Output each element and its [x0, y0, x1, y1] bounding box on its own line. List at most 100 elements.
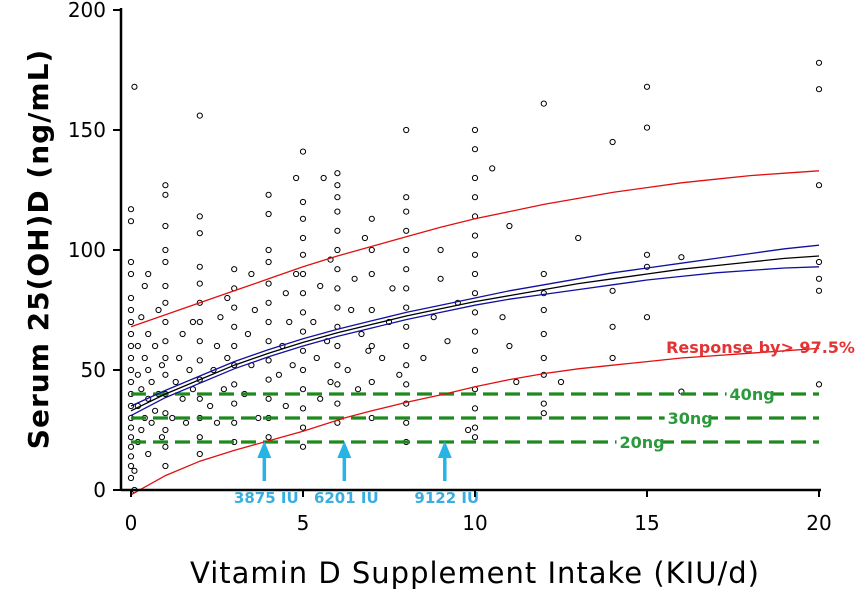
data-point	[609, 287, 616, 294]
data-point	[265, 357, 272, 364]
data-point	[471, 309, 479, 316]
data-point	[334, 285, 341, 292]
data-point	[334, 381, 341, 388]
data-point	[196, 112, 203, 119]
data-point	[471, 347, 479, 354]
data-point	[138, 426, 145, 434]
data-point	[141, 354, 148, 362]
data-point	[127, 474, 135, 482]
data-point	[540, 371, 547, 378]
y-axis-label: Serum 25(OH)D (ng/mL)	[22, 49, 55, 449]
data-point	[403, 227, 410, 234]
response-annotation: Response by> 97.5%	[666, 338, 855, 357]
data-point	[151, 407, 159, 414]
x-tick-label: 10	[462, 511, 487, 535]
data-point	[299, 148, 307, 155]
data-point	[127, 342, 135, 350]
data-point	[437, 246, 444, 254]
data-point	[286, 318, 293, 326]
data-point	[344, 366, 351, 374]
data-point	[327, 378, 334, 386]
x-tick-label: 5	[297, 511, 310, 535]
data-point	[196, 280, 203, 287]
data-point	[145, 366, 152, 374]
data-point	[299, 215, 307, 222]
data-point	[155, 306, 162, 314]
data-point	[127, 294, 135, 302]
data-point	[403, 342, 410, 350]
data-point	[815, 381, 823, 388]
data-point	[231, 381, 238, 388]
data-point	[361, 234, 369, 242]
data-point	[299, 234, 307, 242]
data-point	[162, 443, 169, 450]
data-point	[145, 270, 152, 278]
data-point	[213, 342, 221, 350]
data-point	[471, 174, 479, 182]
data-point	[437, 275, 444, 282]
data-point	[127, 434, 135, 441]
data-point	[403, 285, 410, 292]
data-point	[323, 338, 331, 345]
data-point	[299, 443, 307, 450]
data-point	[127, 354, 135, 362]
data-point	[489, 165, 496, 172]
data-point	[471, 270, 479, 278]
data-point	[299, 347, 307, 354]
data-point	[471, 405, 479, 412]
data-point	[248, 270, 255, 278]
data-point	[289, 362, 296, 369]
y-tick-label: 150	[68, 118, 106, 142]
data-point	[162, 462, 169, 470]
data-point	[217, 314, 224, 321]
threshold-label-bg	[726, 383, 771, 403]
data-point	[148, 419, 155, 426]
data-point	[231, 400, 238, 407]
data-point	[403, 381, 410, 388]
data-point	[815, 59, 823, 66]
data-point	[403, 208, 410, 215]
data-point	[403, 246, 410, 254]
data-point	[299, 366, 307, 374]
data-point	[299, 198, 307, 206]
data-point	[609, 323, 616, 330]
data-point	[196, 357, 203, 364]
data-point	[815, 258, 823, 266]
data-point	[334, 362, 341, 369]
data-point	[444, 338, 451, 345]
data-point	[231, 323, 238, 330]
data-point	[196, 376, 203, 383]
data-point	[403, 126, 410, 134]
data-point	[471, 366, 479, 374]
data-point	[213, 419, 221, 426]
data-point	[162, 318, 169, 326]
data-point	[131, 83, 138, 90]
data-point	[320, 174, 327, 182]
data-point	[189, 318, 197, 326]
data-point	[368, 378, 375, 386]
data-point	[471, 194, 479, 201]
data-point	[162, 182, 169, 189]
data-point	[471, 251, 479, 258]
data-point	[251, 306, 258, 314]
data-point	[334, 170, 341, 177]
x-tick-label: 0	[125, 511, 138, 535]
y-tick-label: 100	[68, 238, 106, 262]
data-point	[265, 280, 272, 287]
data-point	[310, 318, 317, 326]
data-point	[162, 299, 169, 306]
data-point	[162, 191, 169, 198]
data-point	[540, 410, 547, 417]
x-tick-label: 15	[634, 511, 659, 535]
data-point	[145, 330, 152, 338]
data-point	[540, 100, 547, 107]
data-point	[265, 191, 272, 198]
data-point	[465, 426, 472, 434]
data-point	[127, 318, 135, 326]
data-point	[210, 366, 217, 374]
data-point	[643, 124, 651, 131]
data-point	[471, 424, 479, 431]
data-point	[815, 182, 823, 189]
y-tick-label: 0	[93, 478, 106, 502]
y-tick-label: 50	[81, 358, 106, 382]
